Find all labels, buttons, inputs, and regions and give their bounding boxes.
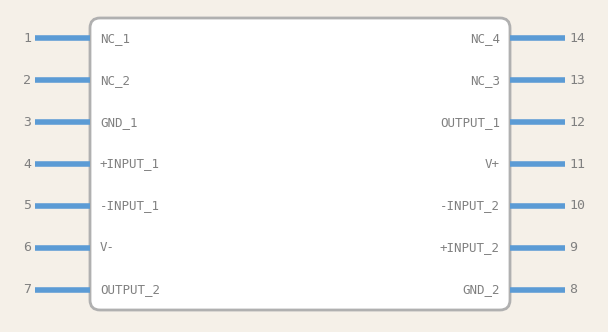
FancyBboxPatch shape — [90, 18, 510, 310]
Text: 10: 10 — [569, 199, 585, 212]
Text: OUTPUT_1: OUTPUT_1 — [440, 116, 500, 128]
Text: 11: 11 — [569, 157, 585, 171]
Text: GND_2: GND_2 — [463, 283, 500, 296]
Text: 5: 5 — [23, 199, 31, 212]
Text: 4: 4 — [23, 157, 31, 171]
Text: -INPUT_1: -INPUT_1 — [100, 199, 160, 212]
Text: NC_4: NC_4 — [470, 32, 500, 45]
Text: 2: 2 — [23, 74, 31, 87]
Text: V+: V+ — [485, 157, 500, 171]
Text: 14: 14 — [569, 32, 585, 45]
Text: NC_1: NC_1 — [100, 32, 130, 45]
Text: 1: 1 — [23, 32, 31, 45]
Text: -INPUT_2: -INPUT_2 — [440, 199, 500, 212]
Text: 6: 6 — [23, 241, 31, 254]
Text: 3: 3 — [23, 116, 31, 128]
Text: 12: 12 — [569, 116, 585, 128]
Text: 7: 7 — [23, 283, 31, 296]
Text: OUTPUT_2: OUTPUT_2 — [100, 283, 160, 296]
Text: 8: 8 — [569, 283, 577, 296]
Text: 13: 13 — [569, 74, 585, 87]
Text: NC_3: NC_3 — [470, 74, 500, 87]
Text: NC_2: NC_2 — [100, 74, 130, 87]
Text: +INPUT_2: +INPUT_2 — [440, 241, 500, 254]
Text: 9: 9 — [569, 241, 577, 254]
Text: GND_1: GND_1 — [100, 116, 137, 128]
Text: +INPUT_1: +INPUT_1 — [100, 157, 160, 171]
Text: V-: V- — [100, 241, 115, 254]
